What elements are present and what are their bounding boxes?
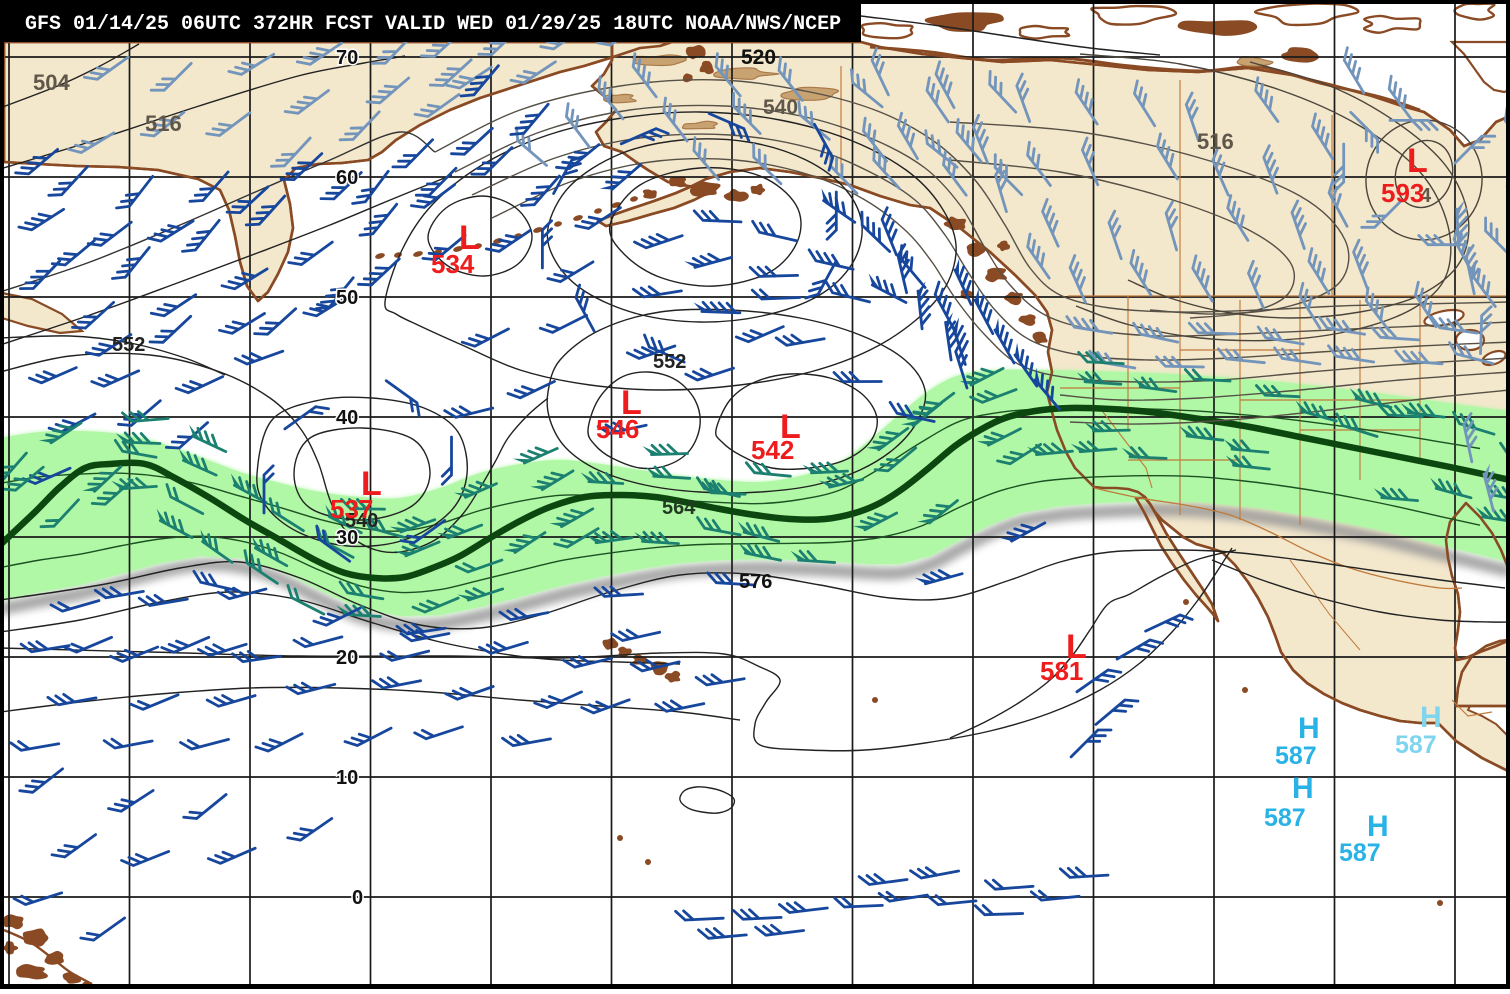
svg-text:540: 540 — [345, 510, 378, 532]
svg-text:L: L — [1066, 628, 1087, 666]
svg-text:L: L — [780, 408, 801, 446]
svg-text:L: L — [621, 384, 642, 422]
svg-text:520: 520 — [741, 46, 776, 69]
svg-text:504: 504 — [33, 70, 70, 95]
svg-text:587: 587 — [1395, 731, 1437, 759]
svg-text:552: 552 — [653, 351, 686, 373]
svg-text:H: H — [1420, 701, 1442, 734]
svg-text:576: 576 — [739, 571, 772, 593]
svg-text:593: 593 — [1381, 178, 1424, 208]
svg-text:552: 552 — [112, 334, 145, 356]
svg-text:4: 4 — [1420, 185, 1432, 207]
svg-text:540: 540 — [763, 96, 798, 119]
svg-text:587: 587 — [1275, 742, 1317, 770]
svg-text:20: 20 — [336, 647, 358, 669]
svg-text:L: L — [1407, 142, 1428, 180]
svg-text:40: 40 — [336, 407, 358, 429]
svg-text:L: L — [459, 219, 480, 257]
svg-text:537: 537 — [330, 494, 373, 524]
svg-text:546: 546 — [596, 414, 639, 444]
svg-text:GFS 01/14/25 06UTC 372HR FCST: GFS 01/14/25 06UTC 372HR FCST VALID WED … — [25, 13, 841, 36]
svg-text:H: H — [1292, 772, 1314, 805]
svg-text:50: 50 — [336, 287, 358, 309]
svg-text:H: H — [1367, 810, 1389, 843]
svg-text:H: H — [1298, 712, 1320, 745]
svg-text:564: 564 — [662, 497, 696, 519]
svg-text:60: 60 — [336, 167, 358, 189]
svg-text:581: 581 — [1040, 656, 1083, 686]
svg-text:516: 516 — [145, 111, 182, 136]
svg-text:587: 587 — [1264, 804, 1306, 832]
svg-text:10: 10 — [336, 767, 358, 789]
svg-text:L: L — [361, 465, 382, 503]
svg-text:30: 30 — [336, 527, 358, 549]
svg-text:516: 516 — [1197, 129, 1234, 154]
svg-text:0: 0 — [352, 887, 363, 909]
svg-text:587: 587 — [1339, 839, 1381, 867]
svg-text:534: 534 — [431, 249, 475, 279]
svg-text:70: 70 — [336, 47, 358, 69]
svg-text:542: 542 — [751, 435, 794, 465]
